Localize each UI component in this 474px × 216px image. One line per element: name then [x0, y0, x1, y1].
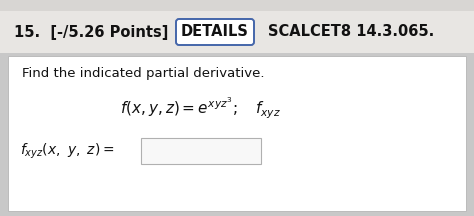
- FancyBboxPatch shape: [176, 19, 254, 45]
- Text: $f_{xyz}(x,\ y,\ z) = $: $f_{xyz}(x,\ y,\ z) = $: [20, 141, 115, 161]
- FancyBboxPatch shape: [0, 11, 474, 53]
- Text: 15.  [-/5.26 Points]: 15. [-/5.26 Points]: [14, 24, 168, 40]
- Text: DETAILS: DETAILS: [181, 24, 249, 40]
- FancyBboxPatch shape: [0, 0, 474, 11]
- FancyBboxPatch shape: [8, 56, 466, 211]
- FancyBboxPatch shape: [141, 138, 261, 164]
- Text: SCALCET8 14.3.065.: SCALCET8 14.3.065.: [268, 24, 434, 40]
- Text: Find the indicated partial derivative.: Find the indicated partial derivative.: [22, 67, 264, 81]
- Text: $f(x, y, z) = e^{xyz^3}$$;\quad f_{xyz}$: $f(x, y, z) = e^{xyz^3}$$;\quad f_{xyz}$: [120, 95, 281, 121]
